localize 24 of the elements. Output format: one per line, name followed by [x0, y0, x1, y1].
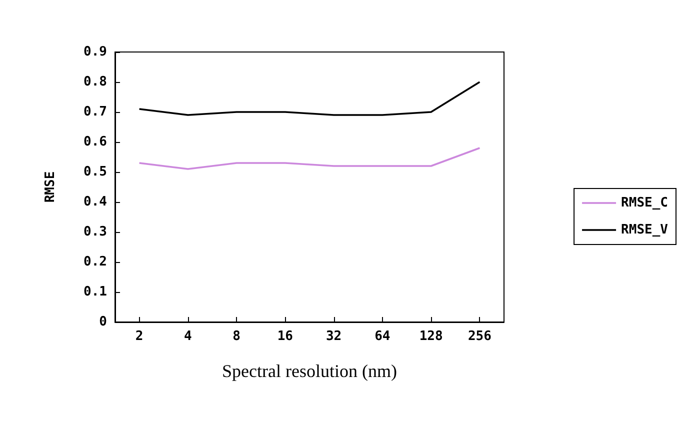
x-tick-label: 4 — [184, 329, 192, 344]
x-tick-label: 256 — [468, 329, 492, 344]
y-tick-label: 0.1 — [84, 284, 108, 300]
x-tick-label: 16 — [277, 329, 294, 344]
y-tick-label: 0.7 — [84, 104, 107, 120]
y-tick-label: 0.5 — [84, 164, 107, 180]
legend-label: RMSE_V — [621, 222, 668, 238]
x-tick-label: 128 — [419, 329, 443, 344]
x-tick-label: 64 — [374, 329, 390, 344]
y-tick-label: 0.4 — [84, 194, 108, 210]
y-tick-label: 0 — [99, 314, 108, 330]
y-axis-title: RMSE — [43, 171, 58, 203]
line-series — [138, 81, 481, 116]
x-axis-title: Spectral resolution (nm) — [222, 361, 397, 381]
y-tick-label: 0.9 — [84, 44, 107, 60]
x-tick-label: 32 — [326, 329, 342, 344]
y-tick-label: 0.8 — [84, 74, 108, 90]
line-series — [138, 147, 481, 170]
y-tick-label: 0.2 — [84, 254, 107, 270]
y-tick-label: 0.3 — [84, 224, 107, 240]
legend-label: RMSE_C — [621, 196, 668, 210]
x-tick-label: 2 — [135, 329, 144, 344]
y-tick-label: 0.6 — [84, 134, 108, 150]
x-tick-label: 8 — [232, 329, 241, 344]
